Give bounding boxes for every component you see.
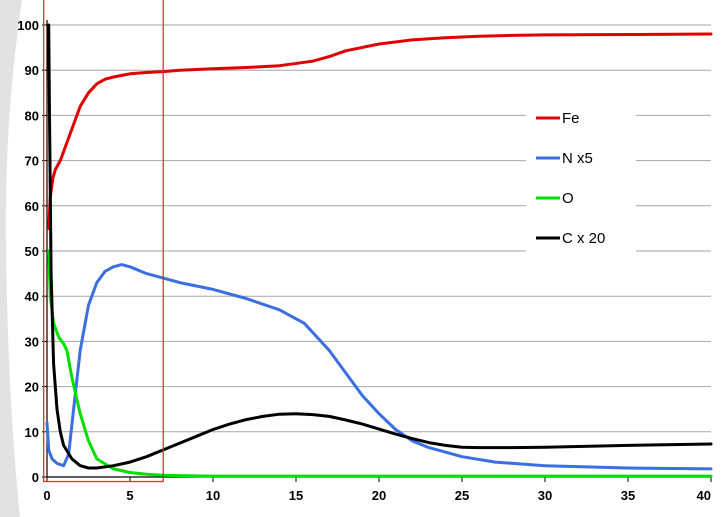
y-tick-label: 20 — [25, 380, 39, 395]
legend-background — [526, 100, 636, 260]
x-tick-labels: 0 5 10 15 20 25 30 35 40 — [43, 488, 711, 503]
y-tick-label: 90 — [25, 63, 39, 78]
legend-label-1: N x5 — [562, 150, 593, 167]
y-tick-label: 70 — [25, 154, 39, 169]
y-tick-label: 30 — [25, 334, 39, 349]
y-tick-label: 50 — [25, 244, 39, 259]
series-line-1 — [45, 263, 713, 471]
highlight-region — [43, 0, 164, 483]
x-tick-label: 35 — [621, 488, 635, 503]
series-line-2 — [47, 249, 713, 478]
x-tick-label: 30 — [538, 488, 552, 503]
highlight-rect — [43, 0, 164, 483]
series-line-3 — [47, 23, 713, 470]
y-tick-label: 100 — [17, 18, 39, 33]
series-lines — [45, 23, 713, 478]
x-tick-label: 10 — [206, 488, 220, 503]
x-tick-label: 5 — [126, 488, 133, 503]
legend: Fe N x5 O C x 20 — [526, 100, 636, 260]
y-tick-label: 0 — [32, 470, 39, 485]
y-tick-label: 10 — [25, 425, 39, 440]
x-tick-label: 40 — [697, 488, 711, 503]
series-line-0 — [47, 32, 713, 230]
legend-label-0: Fe — [562, 110, 580, 127]
y-tick-label: 40 — [25, 289, 39, 304]
legend-label-2: O — [562, 190, 574, 207]
x-tick-label: 0 — [43, 488, 50, 503]
y-tick-label: 80 — [25, 108, 39, 123]
left-scroll-shadow — [0, 0, 22, 517]
x-tick-label: 25 — [455, 488, 469, 503]
x-tick-label: 15 — [289, 488, 303, 503]
y-tick-label: 60 — [25, 199, 39, 214]
legend-label-3: C x 20 — [562, 230, 605, 247]
x-tick-label: 20 — [372, 488, 386, 503]
y-tick-labels: 0 10 20 30 40 50 60 70 80 90 100 — [17, 18, 39, 485]
